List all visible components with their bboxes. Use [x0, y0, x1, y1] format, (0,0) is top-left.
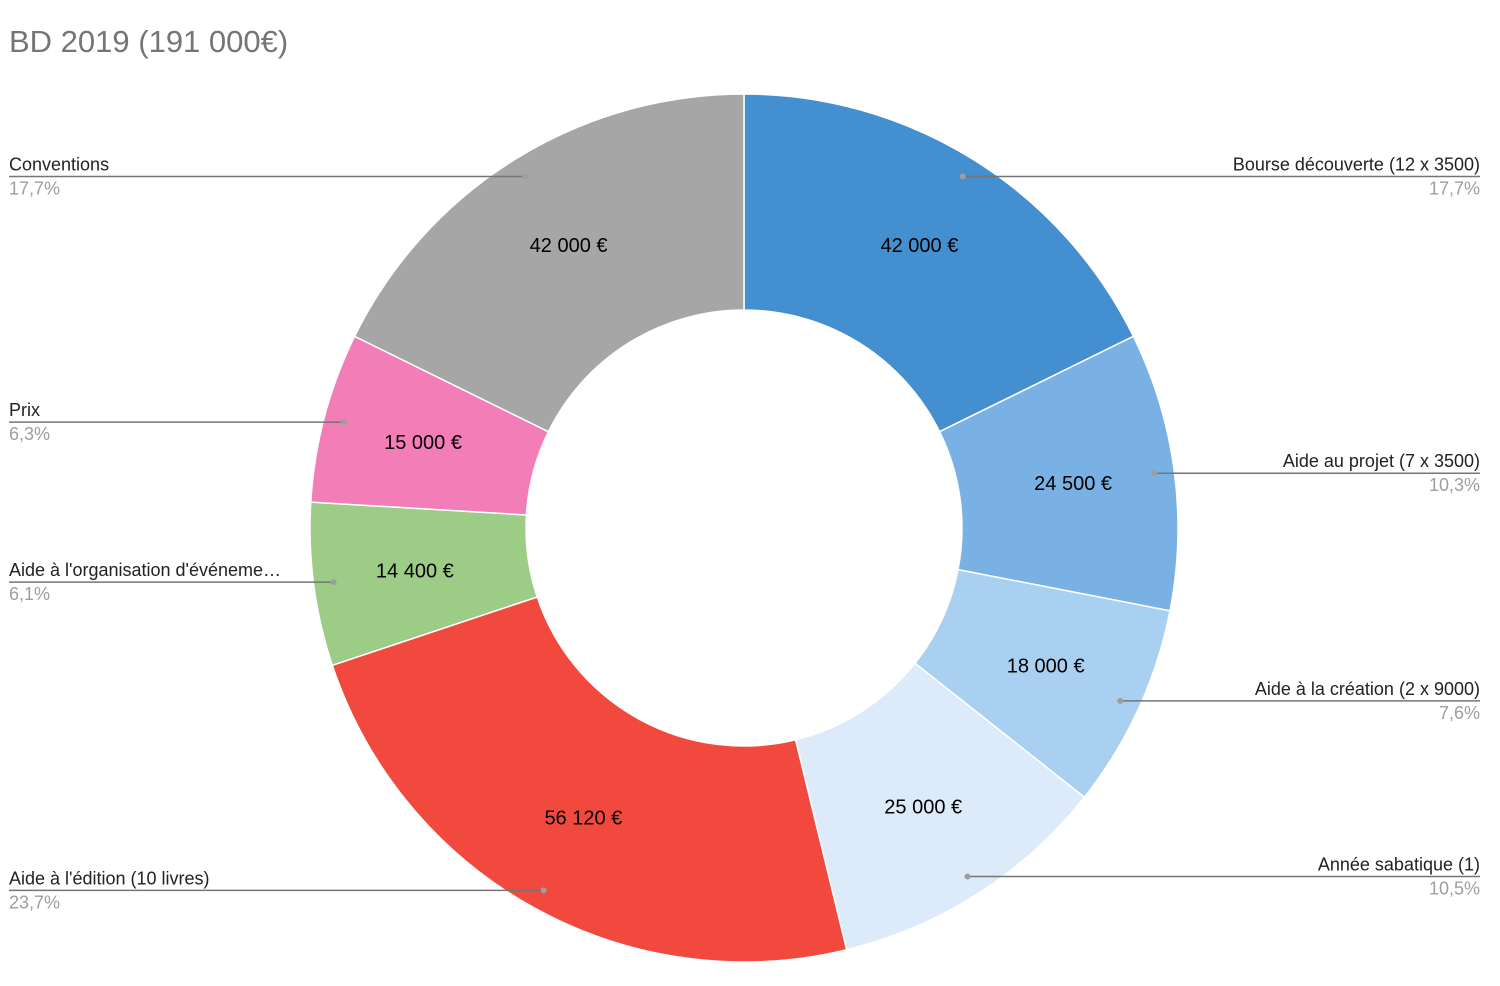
value-labels-layer: 42 000 € 24 500 € 18 000 € 25 000 € 56 120 €…	[376, 235, 1112, 829]
leader-dot	[959, 173, 966, 180]
slice-value-label: 15 000 €	[384, 432, 462, 454]
slice-value-label: 56 120 €	[544, 808, 622, 830]
legend-entry-percent: 17,7%	[1429, 179, 1480, 199]
slice-value-label: 25 000 €	[884, 796, 962, 818]
donut-slice	[353, 93, 745, 433]
slice-value-label: 42 000 €	[530, 235, 608, 257]
legend-entry-name: Bourse découverte (12 x 3500)	[1233, 155, 1480, 175]
leader-dot	[522, 173, 529, 180]
legend-entry-percent: 10,5%	[1429, 878, 1480, 898]
leader-dot	[1151, 470, 1158, 477]
leader-dot	[340, 419, 347, 426]
legend-entry-name: Année sabatique (1)	[1318, 854, 1480, 874]
donut-slice	[938, 335, 1179, 612]
slice-value-label: 18 000 €	[1007, 656, 1085, 678]
legend-layer: Aide à l'édition (10 livres) 23,7% Aide à …	[9, 155, 1480, 912]
legend-entry-percent: 6,3%	[9, 424, 50, 444]
leader-dot	[964, 873, 971, 880]
legend-entry-name: Aide à l'édition (10 livres)	[9, 868, 210, 888]
legend-entry-name: Prix	[9, 400, 40, 420]
donut-slice	[794, 662, 1086, 951]
leader-dot	[540, 887, 547, 894]
slice-value-label: 42 000 €	[880, 235, 958, 257]
slice-value-label: 24 500 €	[1034, 473, 1112, 495]
leader-dot	[1117, 697, 1124, 704]
legend-entry-name: Aide au projet (7 x 3500)	[1283, 451, 1480, 471]
legend-entry-percent: 17,7%	[9, 179, 60, 199]
legend-entry-percent: 6,1%	[9, 584, 50, 604]
legend-entry-name: Aide à l'organisation d'événeme…	[9, 560, 281, 580]
leader-dot	[330, 579, 337, 586]
slice-value-label: 14 400 €	[376, 560, 454, 582]
donut-slice	[743, 93, 1135, 433]
legend-entry-percent: 23,7%	[9, 892, 60, 912]
legend-entry-name: Aide à la création (2 x 9000)	[1255, 679, 1480, 699]
donut-slice	[331, 596, 848, 963]
legend-entry-name: Conventions	[9, 155, 109, 175]
chart-title: BD 2019 (191 000€)	[9, 24, 289, 59]
legend-entry-percent: 10,3%	[1429, 475, 1480, 495]
legend-entry-percent: 7,6%	[1439, 703, 1480, 723]
slices-layer	[309, 93, 1179, 963]
